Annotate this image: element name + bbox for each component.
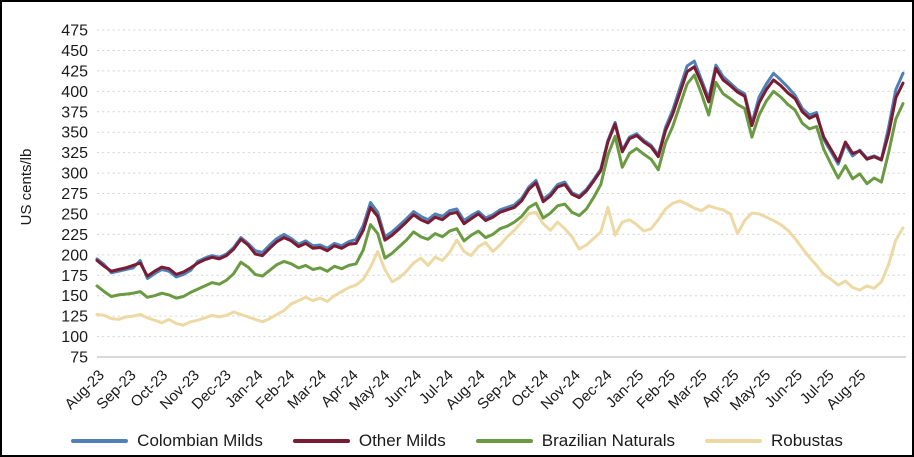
line-other-milds: [95, 65, 905, 278]
y-tick-label-375: 375: [61, 104, 88, 121]
legend-item-colombian-milds: Colombian Milds: [71, 431, 263, 451]
gridlines: [97, 29, 906, 358]
legend-label-robustas: Robustas: [771, 431, 843, 450]
y-tick-label-175: 175: [61, 268, 88, 285]
y-tick-label-100: 100: [61, 329, 88, 346]
y-tick-label-350: 350: [61, 125, 88, 142]
x-axis-tick-labels: Aug-23Sep-23Oct-23Nov-23Dec-23Jan-24Feb-…: [62, 367, 870, 414]
legend-swatch-robustas: [705, 438, 762, 444]
y-tick-label-275: 275: [61, 186, 88, 203]
legend-label-colombian-milds: Colombian Milds: [137, 431, 263, 450]
y-tick-label-200: 200: [61, 247, 88, 264]
legend-label-other-milds: Other Milds: [358, 431, 446, 450]
y-tick-label-225: 225: [61, 227, 88, 244]
y-tick-label-400: 400: [61, 84, 88, 101]
legend-item-robustas: Robustas: [705, 431, 843, 451]
y-tick-label-300: 300: [61, 166, 88, 183]
y-axis-title: US cents/lb: [18, 149, 35, 226]
y-tick-label-325: 325: [61, 145, 88, 162]
chart-legend: Colombian Milds Other Milds Brazilian Natu…: [0, 431, 914, 451]
legend-swatch-colombian-milds: [71, 438, 129, 444]
y-tick-label-150: 150: [61, 288, 88, 305]
legend-item-other-milds: Other Milds: [292, 431, 446, 451]
y-tick-label-250: 250: [61, 206, 88, 223]
line-brazilian-naturals: [95, 73, 905, 300]
series-lines: [95, 59, 905, 327]
legend-label-brazilian-naturals: Brazilian Naturals: [541, 431, 675, 450]
legend-swatch-brazilian-naturals: [475, 438, 533, 444]
y-axis-tick-labels: 75 100 125 150 175 200 225 250 275 300 325 350 375 40…: [61, 23, 88, 367]
line-robustas: [95, 199, 905, 327]
legend-swatch-other-milds: [292, 438, 350, 444]
y-tick-label-425: 425: [61, 63, 88, 80]
y-tick-label-75: 75: [70, 350, 88, 367]
y-tick-label-475: 475: [61, 23, 88, 40]
legend-item-brazilian-naturals: Brazilian Naturals: [475, 431, 675, 451]
y-tick-label-125: 125: [61, 309, 88, 326]
y-tick-label-450: 450: [61, 43, 88, 60]
